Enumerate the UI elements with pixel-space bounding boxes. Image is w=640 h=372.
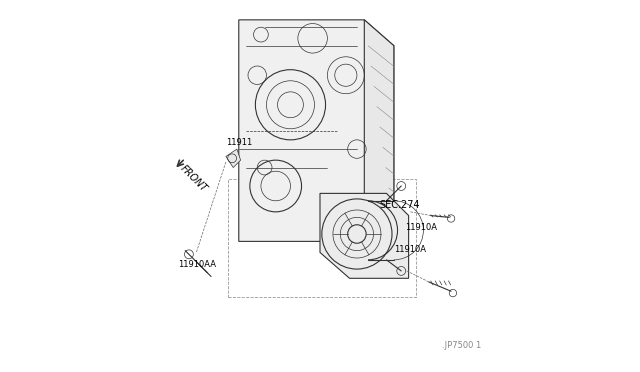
Text: SEC.274: SEC.274 [379, 200, 420, 210]
Text: 11910A: 11910A [394, 246, 426, 254]
Text: 11910AA: 11910AA [178, 260, 216, 269]
Polygon shape [320, 193, 408, 278]
Text: 11911: 11911 [226, 138, 252, 147]
Polygon shape [226, 149, 241, 167]
Text: .JP7500 1: .JP7500 1 [442, 341, 481, 350]
Text: 11910A: 11910A [405, 223, 437, 232]
Polygon shape [239, 20, 394, 241]
Text: FRONT: FRONT [178, 163, 209, 194]
Polygon shape [364, 20, 394, 215]
